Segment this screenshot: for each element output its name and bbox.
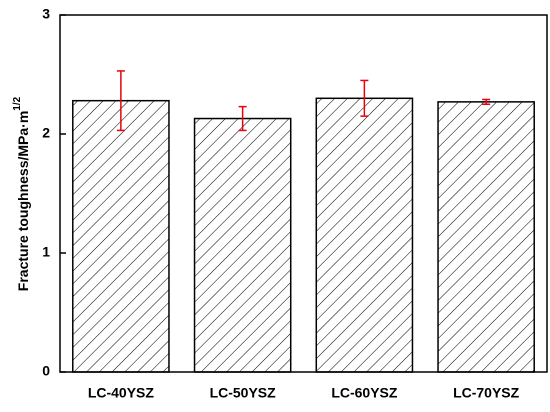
bar-hatch: [438, 101, 535, 373]
y-tick-label: 0: [42, 363, 50, 379]
bar-hatch: [72, 100, 169, 373]
bar-hatch: [316, 98, 413, 373]
x-tick-label: LC-40YSZ: [88, 385, 155, 401]
y-tick-label: 2: [42, 125, 50, 141]
y-axis-label-text: Fracture toughness/MPa·m: [15, 111, 31, 291]
bar-hatch: [194, 118, 291, 372]
y-tick-label: 3: [42, 6, 50, 22]
y-tick-label: 1: [42, 244, 50, 260]
plot-frame: [59, 14, 548, 373]
y-axis-label-superscript: 1/2: [12, 96, 23, 110]
x-tick-label: LC-70YSZ: [453, 385, 520, 401]
y-axis-label: Fracture toughness/MPa·m1/2: [12, 96, 31, 291]
x-tick-label: LC-50YSZ: [210, 385, 277, 401]
x-tick-label: LC-60YSZ: [331, 385, 398, 401]
